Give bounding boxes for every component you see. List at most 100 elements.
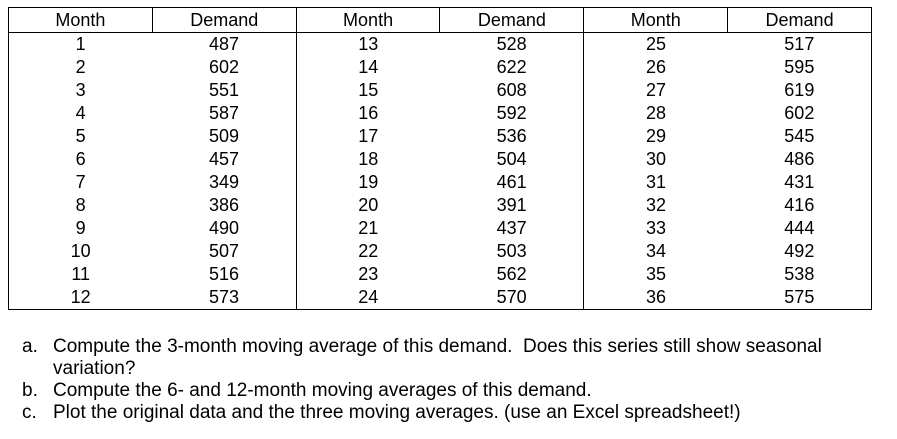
demand-cell: 487 [208, 34, 240, 54]
demand-cell: 516 [208, 264, 240, 284]
month-cell: 36 [583, 286, 728, 310]
table-row: 4 587 16 592 28 602 [9, 102, 872, 125]
month-cell: 18 [295, 148, 440, 171]
table-row: 6 457 18 504 30 486 [9, 148, 872, 171]
demand-header: Demand [727, 7, 872, 33]
question-c: c. Plot the original data and the three … [22, 402, 878, 424]
month-cell: 27 [583, 79, 728, 102]
demand-cell: 416 [784, 195, 815, 215]
question-text: Compute the 6- and 12-month moving avera… [53, 380, 592, 401]
demand-cell: 490 [208, 218, 240, 238]
month-cell: 1 [75, 34, 86, 54]
month-cell: 17 [295, 125, 440, 148]
demand-cell: 507 [208, 241, 240, 261]
month-cell: 6 [75, 149, 86, 169]
demand-header: Demand [439, 7, 584, 33]
table-row: 2 602 14 622 26 595 [9, 56, 872, 79]
month-cell: 26 [583, 56, 728, 79]
demand-cell: 386 [208, 195, 240, 215]
demand-cell: 444 [784, 218, 815, 238]
demand-cell: 431 [784, 172, 815, 192]
month-cell: 2 [75, 57, 86, 77]
table-row: 3 551 15 608 27 619 [9, 79, 872, 102]
table-row: 5 509 17 536 29 545 [9, 125, 872, 148]
question-label: b. [22, 380, 38, 401]
month-cell: 31 [583, 171, 728, 194]
month-header: Month [8, 7, 153, 33]
month-cell: 5 [75, 126, 86, 146]
table-row: 7 349 19 461 31 431 [9, 171, 872, 194]
demand-cell: 391 [496, 195, 527, 215]
month-cell: 28 [583, 102, 728, 125]
demand-cell: 587 [208, 103, 240, 123]
question-b: b. Compute the 6- and 12-month moving av… [22, 380, 878, 402]
demand-cell: 545 [784, 126, 815, 146]
table-header-row: Month Demand Month Demand Month Demand [8, 7, 872, 33]
table-row: 8 386 20 391 32 416 [9, 194, 872, 217]
demand-cell: 602 [784, 103, 815, 123]
table-row: 10 507 22 503 34 492 [9, 240, 872, 263]
table-row: 12 573 24 570 36 575 [9, 286, 872, 310]
month-cell: 35 [583, 263, 728, 286]
month-cell: 33 [583, 217, 728, 240]
demand-cell: 509 [208, 126, 240, 146]
demand-cell: 575 [784, 287, 815, 307]
demand-cell: 551 [208, 80, 240, 100]
table-body: 1 487 13 528 25 517 2 602 14 622 26 595 3 551 15 608 27 6… [9, 32, 872, 310]
month-cell: 21 [295, 217, 440, 240]
demand-cell: 536 [496, 126, 527, 146]
month-cell: 25 [583, 32, 728, 56]
month-cell: 12 [70, 287, 91, 307]
month-cell: 7 [75, 172, 86, 192]
table-row: 11 516 23 562 35 538 [9, 263, 872, 286]
demand-table: Month Demand Month Demand Month Demand 1… [8, 7, 872, 310]
demand-cell: 457 [208, 149, 240, 169]
question-label: c. [22, 402, 37, 423]
demand-cell: 528 [496, 34, 527, 54]
month-cell: 9 [75, 218, 86, 238]
demand-cell: 492 [784, 241, 815, 261]
demand-cell: 573 [208, 287, 240, 307]
month-cell: 13 [295, 32, 440, 56]
month-cell: 15 [295, 79, 440, 102]
demand-cell: 486 [784, 149, 815, 169]
month-cell: 34 [583, 240, 728, 263]
question-text: Compute the 3-month moving average of th… [53, 336, 828, 379]
demand-cell: 570 [496, 287, 527, 307]
month-cell: 10 [70, 241, 91, 261]
month-cell: 20 [295, 194, 440, 217]
table-row: 9 490 21 437 33 444 [9, 217, 872, 240]
month-cell: 19 [295, 171, 440, 194]
demand-cell: 538 [784, 264, 815, 284]
demand-cell: 437 [496, 218, 527, 238]
demand-cell: 619 [784, 80, 815, 100]
question-label: a. [22, 336, 38, 357]
demand-cell: 608 [496, 80, 527, 100]
demand-cell: 622 [496, 57, 527, 77]
month-cell: 23 [295, 263, 440, 286]
month-cell: 16 [295, 102, 440, 125]
month-cell: 14 [295, 56, 440, 79]
month-cell: 22 [295, 240, 440, 263]
question-text: Plot the original data and the three mov… [53, 402, 741, 423]
demand-cell: 595 [784, 57, 815, 77]
demand-cell: 517 [784, 34, 815, 54]
month-cell: 8 [75, 195, 86, 215]
demand-header: Demand [151, 7, 297, 33]
demand-cell: 592 [496, 103, 527, 123]
table-row: 1 487 13 528 25 517 [9, 32, 872, 56]
month-header: Month [295, 7, 440, 33]
month-header: Month [583, 7, 728, 33]
month-cell: 24 [295, 286, 440, 310]
demand-cell: 461 [496, 172, 527, 192]
demand-cell: 503 [496, 241, 527, 261]
demand-cell: 349 [208, 172, 240, 192]
month-cell: 29 [583, 125, 728, 148]
question-a: a. Compute the 3-month moving average of… [22, 336, 878, 380]
demand-cell: 562 [496, 264, 527, 284]
month-cell: 4 [75, 103, 86, 123]
demand-cell: 504 [496, 149, 527, 169]
demand-cell: 602 [208, 57, 240, 77]
month-cell: 3 [75, 80, 86, 100]
